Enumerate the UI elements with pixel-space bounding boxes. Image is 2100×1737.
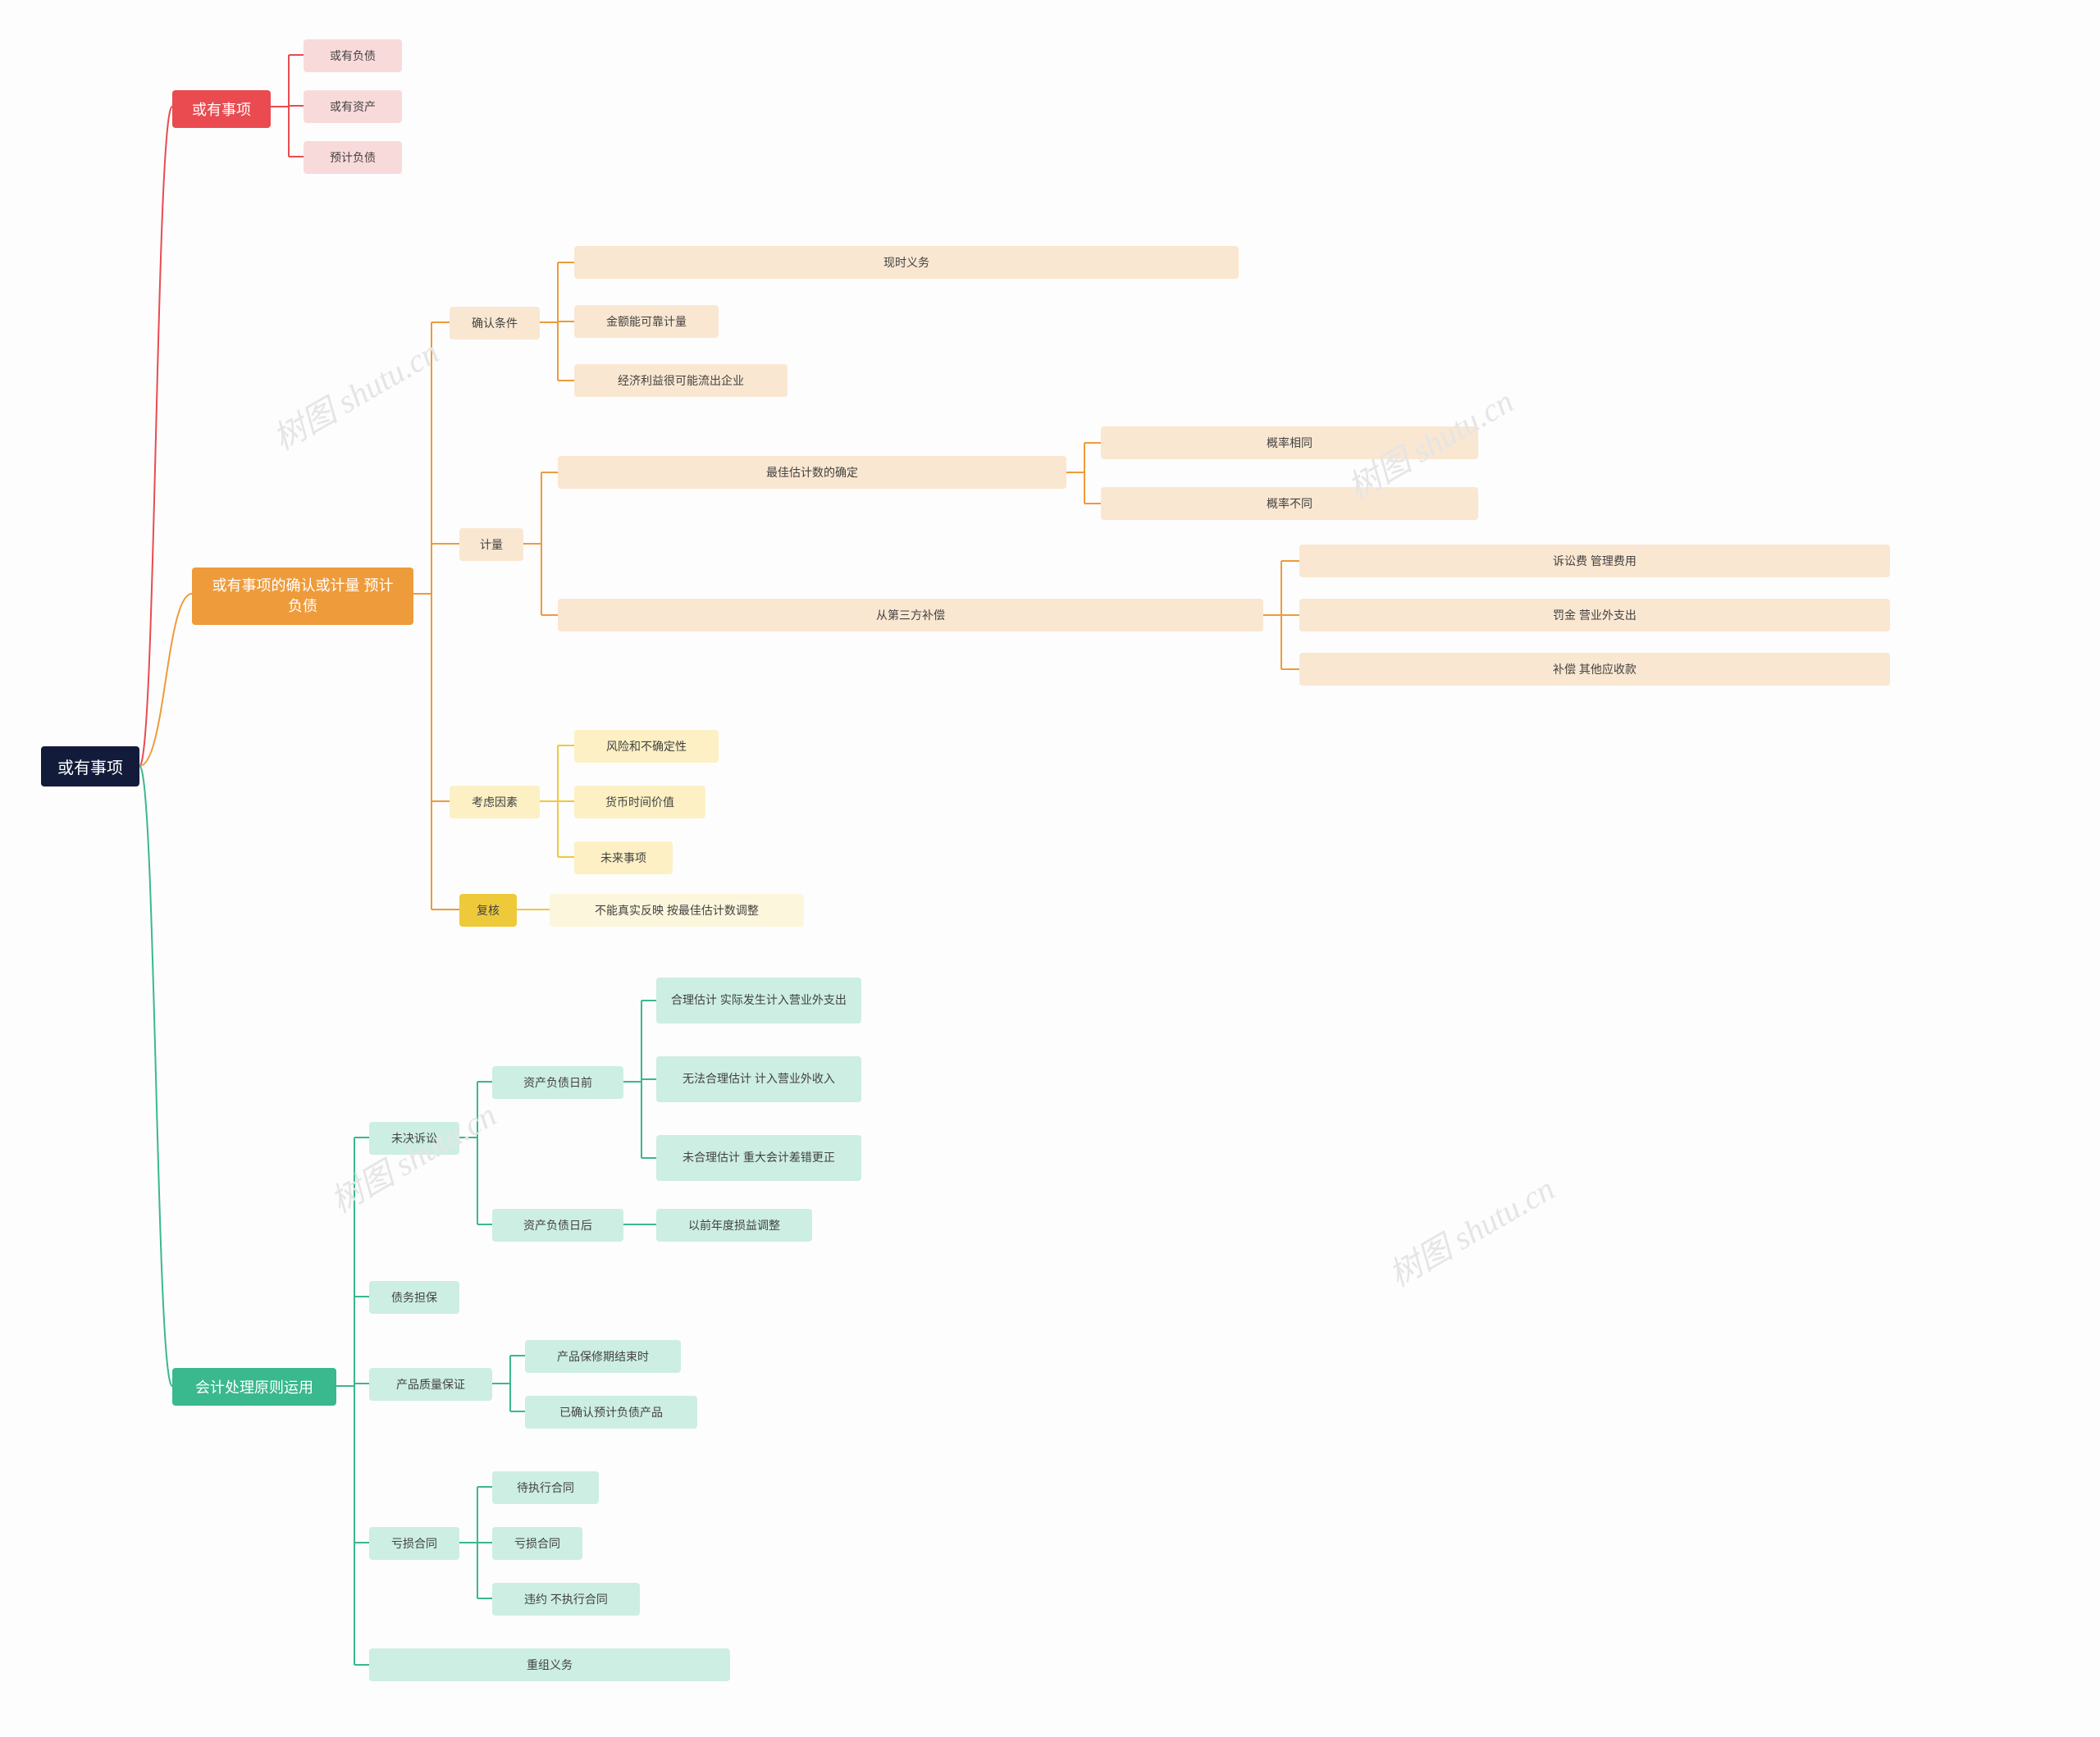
mindmap-node: 或有事项 (172, 90, 271, 128)
mindmap-node: 无法合理估计 计入营业外收入 (656, 1056, 861, 1102)
mindmap-node: 诉讼费 管理费用 (1299, 545, 1890, 577)
mindmap-node: 预计负债 (304, 141, 402, 174)
mindmap-node: 或有事项的确认或计量 预计负债 (192, 568, 413, 625)
mindmap-node: 债务担保 (369, 1281, 459, 1314)
mindmap-node: 经济利益很可能流出企业 (574, 364, 788, 397)
mindmap-node: 计量 (459, 528, 523, 561)
mindmap-node: 产品质量保证 (369, 1368, 492, 1401)
mindmap-node: 货币时间价值 (574, 786, 705, 818)
mindmap-node: 已确认预计负债产品 (525, 1396, 697, 1429)
mindmap-node: 违约 不执行合同 (492, 1583, 640, 1616)
mindmap-node: 资产负债日前 (492, 1066, 623, 1099)
mindmap-node: 亏损合同 (369, 1527, 459, 1560)
watermark: 树图 shutu.cn (321, 1089, 504, 1222)
mindmap-node: 或有资产 (304, 90, 402, 123)
mindmap-node: 金额能可靠计量 (574, 305, 719, 338)
mindmap-node: 亏损合同 (492, 1527, 582, 1560)
mindmap-node: 风险和不确定性 (574, 730, 719, 763)
mindmap-node: 考虑因素 (450, 786, 540, 818)
mindmap-node: 未合理估计 重大会计差错更正 (656, 1135, 861, 1181)
mindmap-node: 以前年度损益调整 (656, 1209, 812, 1242)
mindmap-node: 未来事项 (574, 841, 673, 874)
mindmap-node: 资产负债日后 (492, 1209, 623, 1242)
mindmap-node: 概率不同 (1101, 487, 1478, 520)
mindmap-node: 概率相同 (1101, 426, 1478, 459)
mindmap-node: 从第三方补偿 (558, 599, 1263, 631)
mindmap-node: 补偿 其他应收款 (1299, 653, 1890, 686)
watermark: 树图 shutu.cn (1379, 1163, 1562, 1296)
mindmap-node: 或有负债 (304, 39, 402, 72)
mindmap-node: 或有事项 (41, 746, 139, 786)
mindmap-node: 不能真实反映 按最佳估计数调整 (550, 894, 804, 927)
mindmap-node: 合理估计 实际发生计入营业外支出 (656, 978, 861, 1024)
mindmap-node: 最佳估计数的确定 (558, 456, 1066, 489)
mindmap-node: 重组义务 (369, 1648, 730, 1681)
mindmap-node: 罚金 营业外支出 (1299, 599, 1890, 631)
mindmap-node: 会计处理原则运用 (172, 1368, 336, 1406)
mindmap-node: 未决诉讼 (369, 1122, 459, 1155)
mindmap-node: 现时义务 (574, 246, 1239, 279)
mindmap-node: 待执行合同 (492, 1471, 599, 1504)
mindmap-node: 复核 (459, 894, 517, 927)
mindmap-node: 确认条件 (450, 307, 540, 340)
mindmap-node: 产品保修期结束时 (525, 1340, 681, 1373)
watermark: 树图 shutu.cn (263, 326, 446, 459)
